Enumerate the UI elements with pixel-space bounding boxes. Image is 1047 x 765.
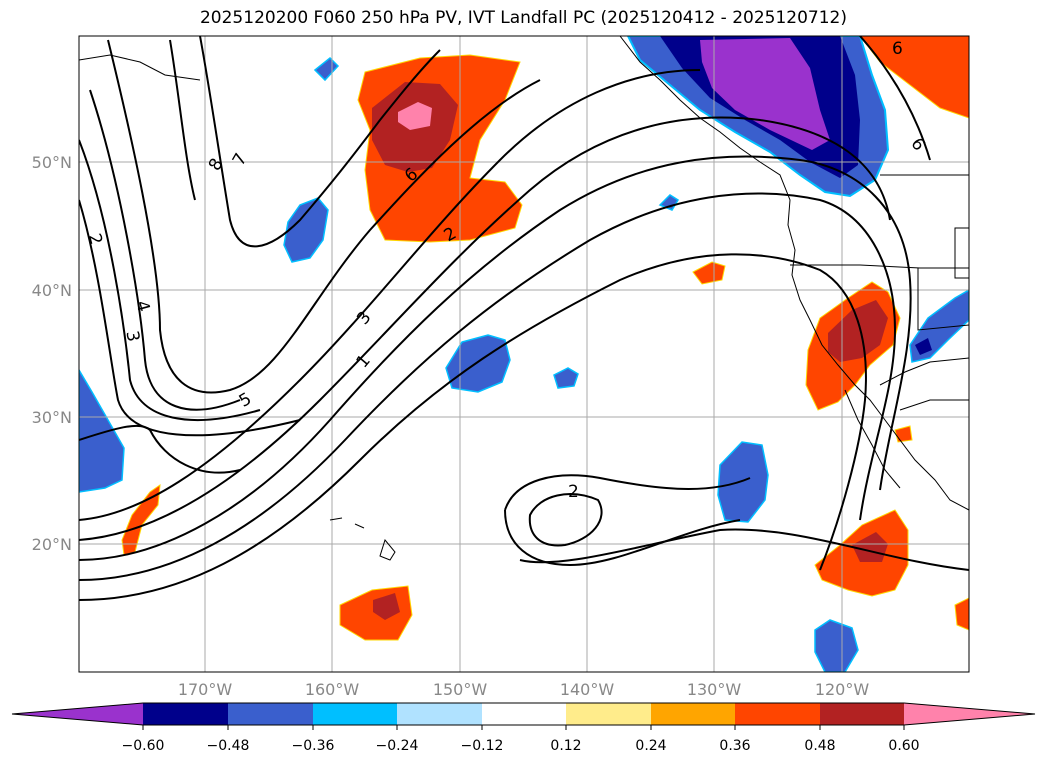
colorbar-extend-high	[904, 703, 1035, 725]
lon-label: 130°W	[686, 680, 742, 699]
colorbar-tick-label: 0.48	[804, 738, 836, 754]
contour-label: 2	[568, 482, 579, 502]
colorbar	[11, 702, 1036, 730]
colorbar-tick-label: −0.24	[375, 738, 419, 754]
colorbar-bin	[566, 703, 651, 725]
lon-label: 120°W	[814, 680, 870, 699]
colorbar-bin	[397, 703, 482, 725]
colorbar-bin	[143, 703, 228, 725]
colorbar-extend-low	[12, 703, 143, 725]
colorbar-bin	[228, 703, 313, 725]
lon-label: 140°W	[559, 680, 615, 699]
colorbar-tick-label: 0.60	[888, 738, 920, 754]
lat-label: 40°N	[31, 281, 72, 300]
lat-label: 30°N	[31, 408, 72, 427]
colorbar-bin	[735, 703, 820, 725]
colorbar-tick-label: 0.12	[550, 738, 582, 754]
colorbar-tick-label: −0.36	[291, 738, 335, 754]
lat-label: 20°N	[31, 535, 72, 554]
map-title: 2025120200 F060 250 hPa PV, IVT Landfall…	[199, 8, 847, 28]
colorbar-bin	[482, 703, 566, 725]
colorbar-tick-label: −0.60	[121, 738, 165, 754]
lon-label: 150°W	[432, 680, 488, 699]
colorbar-tick-label: −0.12	[460, 738, 504, 754]
colorbar-bin	[313, 703, 397, 725]
contour-label: 4	[131, 299, 153, 315]
contour-label: 2	[84, 231, 106, 247]
lon-label: 170°W	[177, 680, 233, 699]
lon-label: 160°W	[304, 680, 360, 699]
colorbar-tick-label: 0.24	[635, 738, 667, 754]
lat-label: 50°N	[31, 153, 72, 172]
pv-contours	[79, 36, 969, 601]
contour-label: 3	[121, 329, 143, 343]
colorbar-bin	[651, 703, 735, 725]
map-frame	[78, 35, 970, 673]
colorbar-tick-label: −0.48	[206, 738, 250, 754]
colorbar-tick-label: 0.36	[719, 738, 751, 754]
colorbar-bin	[820, 703, 904, 725]
contour-label: 6	[892, 39, 903, 59]
